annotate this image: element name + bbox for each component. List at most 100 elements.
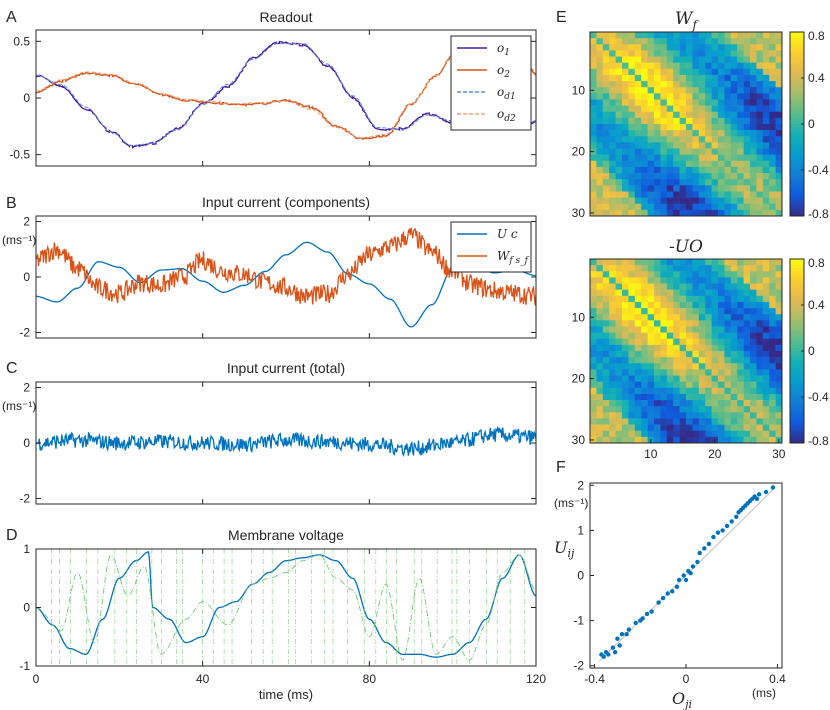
heatmap-cell	[724, 32, 732, 39]
colorbar-segment	[790, 298, 804, 303]
heatmap-cell	[705, 326, 712, 333]
heatmap-cell	[762, 308, 770, 315]
heatmap-cell	[641, 424, 648, 432]
heatmap-cell	[698, 173, 706, 180]
heatmap-cell	[641, 130, 648, 137]
colorbar-segment	[790, 323, 804, 327]
heatmap-cell	[609, 173, 616, 180]
heatmap-cell	[615, 68, 623, 76]
heatmap-cell	[615, 142, 623, 149]
heatmap-cell	[660, 314, 668, 321]
heatmap-cell	[660, 38, 668, 45]
heatmap-cell	[698, 130, 706, 137]
colorbar-segment	[790, 421, 804, 425]
heatmap-cell	[596, 338, 604, 346]
heatmap-cell	[673, 32, 680, 39]
heatmap-cell	[602, 142, 610, 149]
heatmap-cell	[692, 332, 700, 340]
heatmap-cell	[673, 56, 680, 63]
heatmap-cell	[737, 259, 744, 266]
heatmap-cell	[679, 111, 687, 119]
heatmap-cell	[596, 154, 604, 162]
heatmap-cell	[743, 271, 751, 278]
scatter-point	[715, 530, 721, 535]
heatmap-cell	[673, 87, 680, 94]
heatmap-cell	[609, 326, 616, 333]
heatmap-cell	[705, 412, 712, 419]
heatmap-cell	[647, 289, 655, 297]
heatmap-cell	[737, 197, 744, 205]
heatmap-cell	[775, 418, 783, 425]
heatmap-cell	[762, 99, 770, 106]
heatmap-cell	[718, 81, 725, 88]
heatmap-cell	[622, 387, 629, 395]
panel-b: Input current (components)-202(ms⁻¹) U cW…	[2, 194, 537, 339]
heatmap-cell	[679, 363, 687, 370]
heatmap-cell	[615, 160, 623, 168]
heatmap-cell	[673, 50, 680, 57]
panel-letter-e: E	[556, 9, 567, 26]
heatmap-cell	[666, 289, 674, 297]
heatmap-cell	[762, 430, 770, 438]
heatmap-cell	[654, 301, 661, 309]
heatmap-cell	[622, 148, 629, 155]
heatmap-cell	[743, 357, 751, 364]
heatmap-cell	[711, 344, 719, 352]
colorbar-segment	[790, 176, 804, 180]
colorbar-segment	[790, 430, 804, 435]
heatmap-cell	[596, 332, 604, 340]
heatmap-cell	[756, 185, 764, 192]
heatmap-cell	[692, 173, 700, 180]
heatmap-cell	[634, 271, 642, 278]
heatmap-cell	[590, 295, 597, 303]
heatmap-cell	[609, 197, 616, 205]
heatmap-cell	[743, 265, 751, 272]
heatmap-cell	[634, 136, 642, 143]
heatmap-cell	[628, 412, 636, 419]
heatmap-cell	[724, 197, 732, 205]
heatmap-cell	[769, 393, 776, 401]
heatmap-cell	[762, 111, 770, 119]
heatmap-cell	[679, 332, 687, 340]
heatmap-cell	[654, 148, 661, 155]
heatmap-cell	[730, 166, 738, 174]
heatmap-cell	[769, 430, 776, 438]
heatmap-cell	[737, 185, 744, 192]
heatmap-cell	[711, 68, 719, 76]
heatmap-cell	[622, 185, 629, 192]
heatmap-cell	[628, 179, 636, 186]
heatmap-cell	[769, 289, 776, 297]
heatmap-cell	[756, 381, 764, 389]
heatmap-cell	[743, 283, 751, 290]
heatmap-cell	[750, 351, 757, 358]
heatmap-cell	[666, 154, 674, 162]
heatmap-cell	[756, 283, 764, 290]
heatmap-cell	[692, 136, 700, 143]
heatmap-cell	[609, 50, 616, 57]
heatmap-cell	[615, 369, 623, 376]
heatmap-cell	[762, 62, 770, 70]
heatmap-cell	[756, 301, 764, 309]
colorbar-segment	[790, 271, 804, 275]
heatmap-cell	[615, 430, 623, 438]
heatmap-cell	[711, 173, 719, 180]
heatmap-cell	[679, 38, 687, 45]
heatmap-cell	[698, 271, 706, 278]
heatmap-cell	[622, 430, 629, 438]
heatmap-cell	[647, 105, 655, 113]
heatmap-cell	[737, 203, 744, 211]
colorbar-segment	[790, 277, 804, 281]
heatmap-cell	[666, 203, 674, 211]
heatmap-cell	[762, 148, 770, 155]
heatmap-cell	[750, 185, 757, 192]
heatmap-cell	[666, 375, 674, 382]
heatmap-cell	[730, 326, 738, 333]
heatmap-cell	[641, 99, 648, 106]
heatmap-cell	[724, 185, 732, 192]
heatmap-cell	[775, 351, 783, 358]
heatmap-cell	[654, 283, 661, 290]
heatmap-cell	[596, 424, 604, 432]
colorbar-segment	[790, 179, 804, 183]
heatmap-cell	[590, 191, 597, 198]
heatmap-cell	[698, 197, 706, 205]
